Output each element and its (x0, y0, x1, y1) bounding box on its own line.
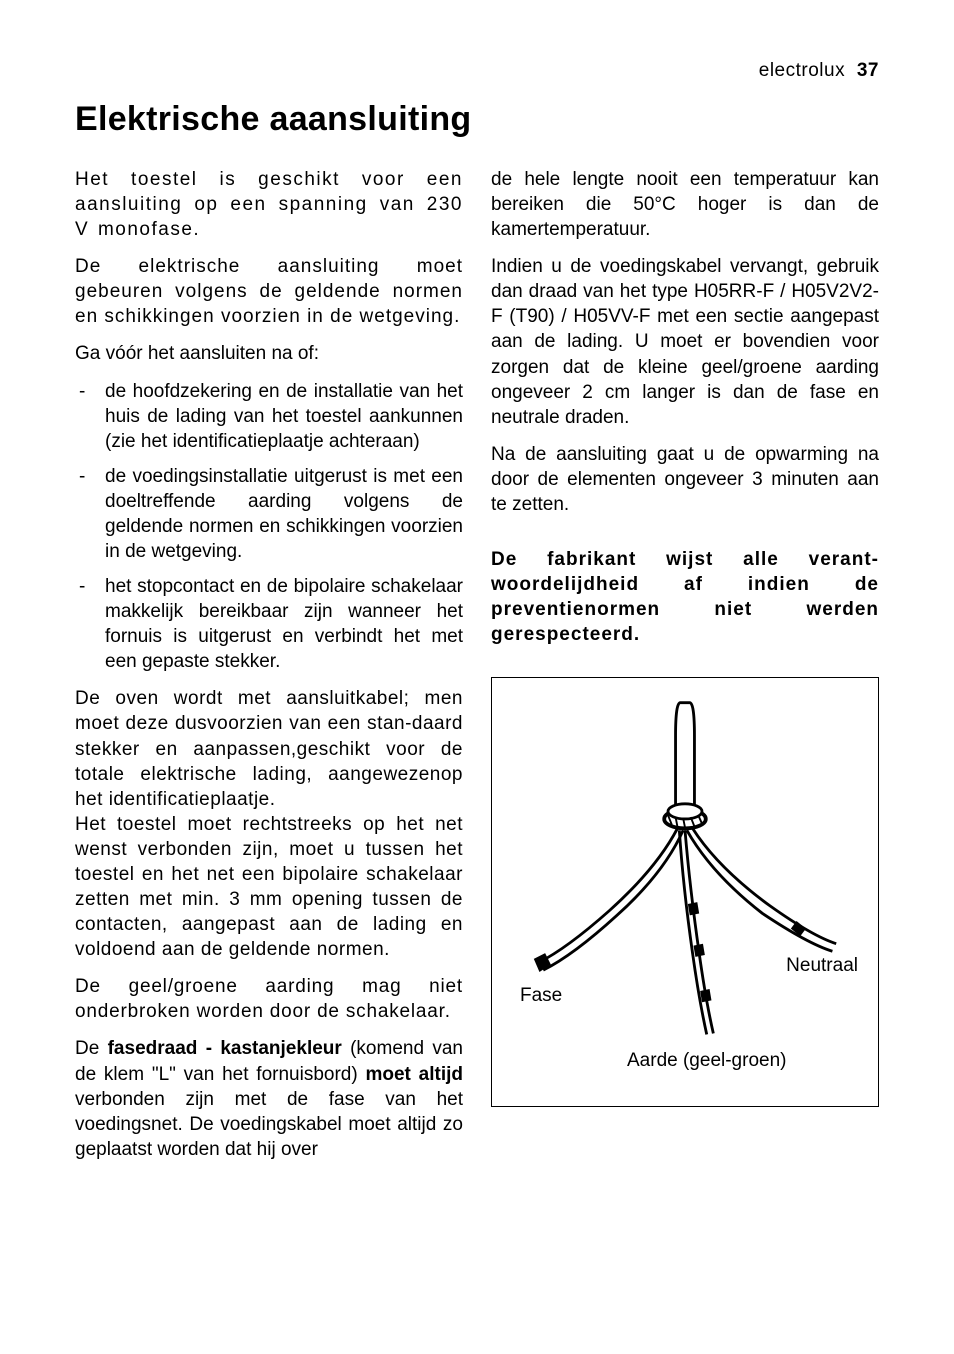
wiring-diagram: Neutraal Fase Aarde (geel-groen) (491, 677, 879, 1107)
right-bold-para: De fabrikant wijst alle verant-woordelij… (491, 547, 879, 647)
left-p1: Het toestel is geschikt voor een aanslui… (75, 167, 463, 242)
p6-pre: De (75, 1038, 108, 1059)
brand-label: electrolux (759, 60, 845, 81)
left-p5: De geel/groene aarding mag niet onderbro… (75, 974, 463, 1024)
page-number: 37 (857, 60, 879, 81)
diagram-label-neutraal: Neutraal (786, 953, 858, 978)
content-columns: Het toestel is geschikt voor een aanslui… (75, 167, 879, 1174)
list-item: de hoofdzekering en de installatie van h… (75, 379, 463, 454)
wiring-svg (506, 698, 864, 1076)
list-item: het stopcontact en de bipolaire schakela… (75, 574, 463, 674)
right-p3: Na de aansluiting gaat u de opwarming na… (491, 442, 879, 517)
p6-bold1: fasedraad - kastanjekleur (108, 1038, 342, 1059)
bullet-list: de hoofdzekering en de installatie van h… (75, 379, 463, 675)
p6-bold2: moet altijd (365, 1064, 463, 1085)
left-p2: De elektrische aansluiting moet gebeuren… (75, 254, 463, 329)
page-title: Elektrische aaansluiting (75, 100, 879, 139)
diagram-label-fase: Fase (520, 983, 562, 1008)
left-p4b: Het toestel moet rechtstreeks op het net… (75, 812, 463, 962)
right-p1: de hele lengte nooit een temperatuur kan… (491, 167, 879, 242)
right-column: de hele lengte nooit een temperatuur kan… (491, 167, 879, 1174)
p6-post: verbonden zijn met de fase van het voedi… (75, 1089, 463, 1160)
page-header: electrolux 37 (75, 60, 879, 82)
left-p6: De fasedraad - kastanjekleur (komend van… (75, 1036, 463, 1161)
left-p3: Ga vóór het aansluiten na of: (75, 341, 463, 366)
left-column: Het toestel is geschikt voor een aanslui… (75, 167, 463, 1174)
list-item: de voedingsinstallatie uitgerust is met … (75, 464, 463, 564)
left-p4a: De oven wordt met aansluitkabel; men moe… (75, 686, 463, 811)
diagram-label-aarde: Aarde (geel-groen) (627, 1048, 786, 1073)
right-p2: Indien u de voedingskabel vervangt, gebr… (491, 254, 879, 430)
